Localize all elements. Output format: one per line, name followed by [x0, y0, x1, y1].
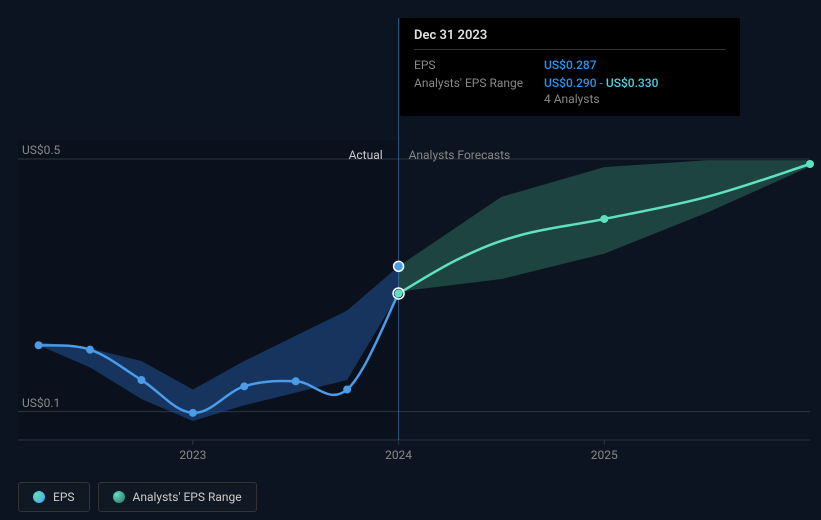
- tooltip-row-range: Analysts' EPS Range US$0.290 - US$0.330: [414, 74, 726, 92]
- legend-swatch-eps: [33, 491, 45, 503]
- tooltip-range-sep: -: [597, 76, 606, 90]
- y-axis-label: US$0.5: [22, 143, 60, 157]
- tooltip-row-eps: EPS US$0.287: [414, 56, 726, 74]
- eps-chart: Dec 31 2023 EPS US$0.287 Analysts' EPS R…: [0, 0, 821, 520]
- region-label-actual: Actual: [349, 148, 383, 162]
- tooltip-eps-label: EPS: [414, 58, 544, 72]
- legend-swatch-range: [113, 491, 125, 503]
- tooltip-analyst-count: 4 Analysts: [544, 92, 726, 106]
- legend-item-eps[interactable]: EPS: [18, 482, 90, 512]
- legend-item-range[interactable]: Analysts' EPS Range: [98, 482, 257, 512]
- tooltip-range-label: Analysts' EPS Range: [414, 76, 544, 90]
- chart-tooltip: Dec 31 2023 EPS US$0.287 Analysts' EPS R…: [400, 18, 740, 116]
- region-label-forecast: Analysts Forecasts: [409, 148, 511, 162]
- tooltip-date: Dec 31 2023: [414, 28, 726, 43]
- tooltip-range-low: US$0.290: [544, 76, 597, 90]
- x-axis-label: 2025: [591, 448, 618, 462]
- legend-label-range: Analysts' EPS Range: [133, 490, 242, 504]
- x-axis-label: 2023: [179, 448, 206, 462]
- tooltip-eps-value: US$0.287: [544, 58, 597, 72]
- chart-legend: EPS Analysts' EPS Range: [18, 482, 257, 512]
- y-axis-label: US$0.1: [22, 396, 60, 410]
- tooltip-range-high: US$0.330: [606, 76, 659, 90]
- x-axis-label: 2024: [385, 448, 412, 462]
- legend-label-eps: EPS: [53, 490, 75, 504]
- tooltip-divider: [414, 49, 726, 50]
